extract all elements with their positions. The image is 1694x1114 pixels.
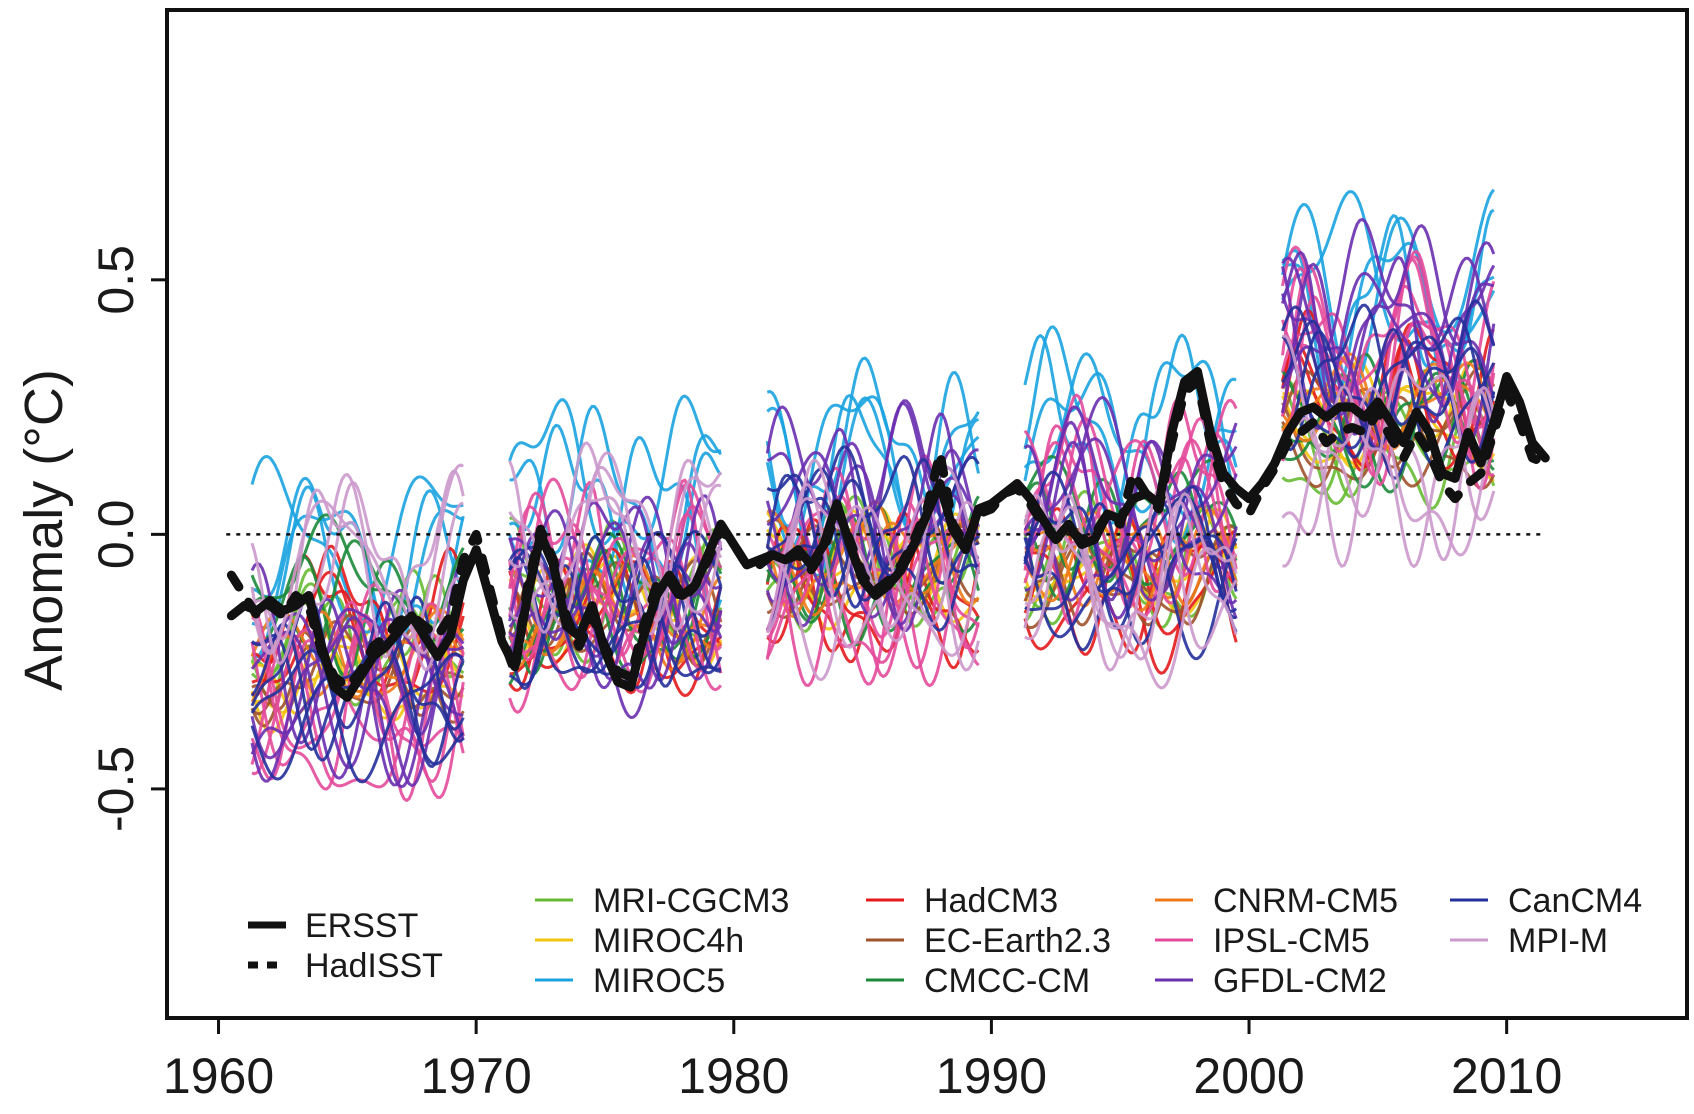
observation-line-hadisst xyxy=(226,377,1550,692)
series-line-mpi-m xyxy=(1024,494,1238,661)
series-line-cancm4 xyxy=(508,556,721,678)
series-line-mpi-m xyxy=(508,465,722,632)
series-line-mpi-m xyxy=(767,458,980,629)
x-tick-label: 2010 xyxy=(1451,1048,1562,1104)
y-tick-label: 0.5 xyxy=(88,245,144,315)
series-line-hadcm3 xyxy=(508,560,723,698)
series-line-cancm4 xyxy=(1281,327,1496,466)
y-tick-label: 0.0 xyxy=(88,500,144,570)
series-line-mpi-m xyxy=(1281,385,1496,569)
series-line-mpi-m xyxy=(251,469,465,659)
series-line-cancm4 xyxy=(1023,470,1237,620)
legend-label-ipsl-cm5: IPSL-CM5 xyxy=(1213,922,1370,960)
series-line-mpi-m xyxy=(508,458,723,636)
series-line-mpi-m xyxy=(1024,505,1238,690)
legend-label-mpi-m: MPI-M xyxy=(1508,922,1608,960)
series-line-mpi-m xyxy=(1023,492,1238,672)
legend-label-ersst: ERSST xyxy=(305,907,418,945)
x-tick-label: 1970 xyxy=(421,1048,532,1104)
legend-label-gfdl-cm2: GFDL-CM2 xyxy=(1213,962,1387,1000)
series-line-cancm4 xyxy=(250,649,465,784)
legend-label-miroc5: MIROC5 xyxy=(593,962,725,1000)
legend-label-miroc4h: MIROC4h xyxy=(593,922,744,960)
series-line-ipsl-cm5 xyxy=(508,512,723,714)
axes: 1960 1970 1980 1990 2000 2010 -0.5 0.0 0.5 xyxy=(88,245,1562,1104)
series-line-cancm4 xyxy=(766,445,980,578)
x-tick-label: 1980 xyxy=(678,1048,789,1104)
series-line-mpi-m xyxy=(1282,334,1496,522)
y-tick-label: -0.5 xyxy=(88,746,144,832)
x-tick-label: 1960 xyxy=(163,1048,274,1104)
series-line-cancm4 xyxy=(508,534,723,691)
legend-label-hadcm3: HadCM3 xyxy=(924,882,1058,920)
legend-label-cancm4: CanCM4 xyxy=(1508,882,1642,920)
series-line-cancm4 xyxy=(508,529,723,674)
series-line-mpi-m xyxy=(250,480,464,671)
series-line-cnrm-cm5 xyxy=(250,603,465,703)
x-tick-label: 2000 xyxy=(1193,1048,1304,1104)
series-line-gfdl-cm2 xyxy=(508,495,723,681)
series-line-mpi-m xyxy=(508,441,723,623)
series-line-mpi-m xyxy=(766,505,980,682)
series-line-cancm4 xyxy=(1281,299,1496,452)
y-axis-title: Anomaly (°C) xyxy=(14,369,74,691)
legend-label-hadisst: HadISST xyxy=(305,947,443,985)
legend-label-cmcc-cm: CMCC-CM xyxy=(924,962,1090,1000)
x-tick-label: 1990 xyxy=(936,1048,1047,1104)
series-line-cancm4 xyxy=(1281,330,1496,480)
series-line-gfdl-cm2 xyxy=(250,616,465,789)
legend-label-cnrm-cm5: CNRM-CM5 xyxy=(1213,882,1398,920)
observation-lines xyxy=(226,367,1550,702)
series-line-gfdl-cm2 xyxy=(250,588,464,769)
legend-label-ec-earth2-3: EC-Earth2.3 xyxy=(924,922,1111,960)
model-ensemble-lines xyxy=(250,188,1496,802)
series-line-gfdl-cm2 xyxy=(250,559,465,745)
legend-label-mri-cgcm3: MRI-CGCM3 xyxy=(593,882,789,920)
series-line-mpi-m xyxy=(508,451,723,621)
series-line-mpi-m xyxy=(766,483,980,672)
plot-frame xyxy=(165,8,1689,1020)
series-line-cancm4 xyxy=(1023,525,1238,661)
